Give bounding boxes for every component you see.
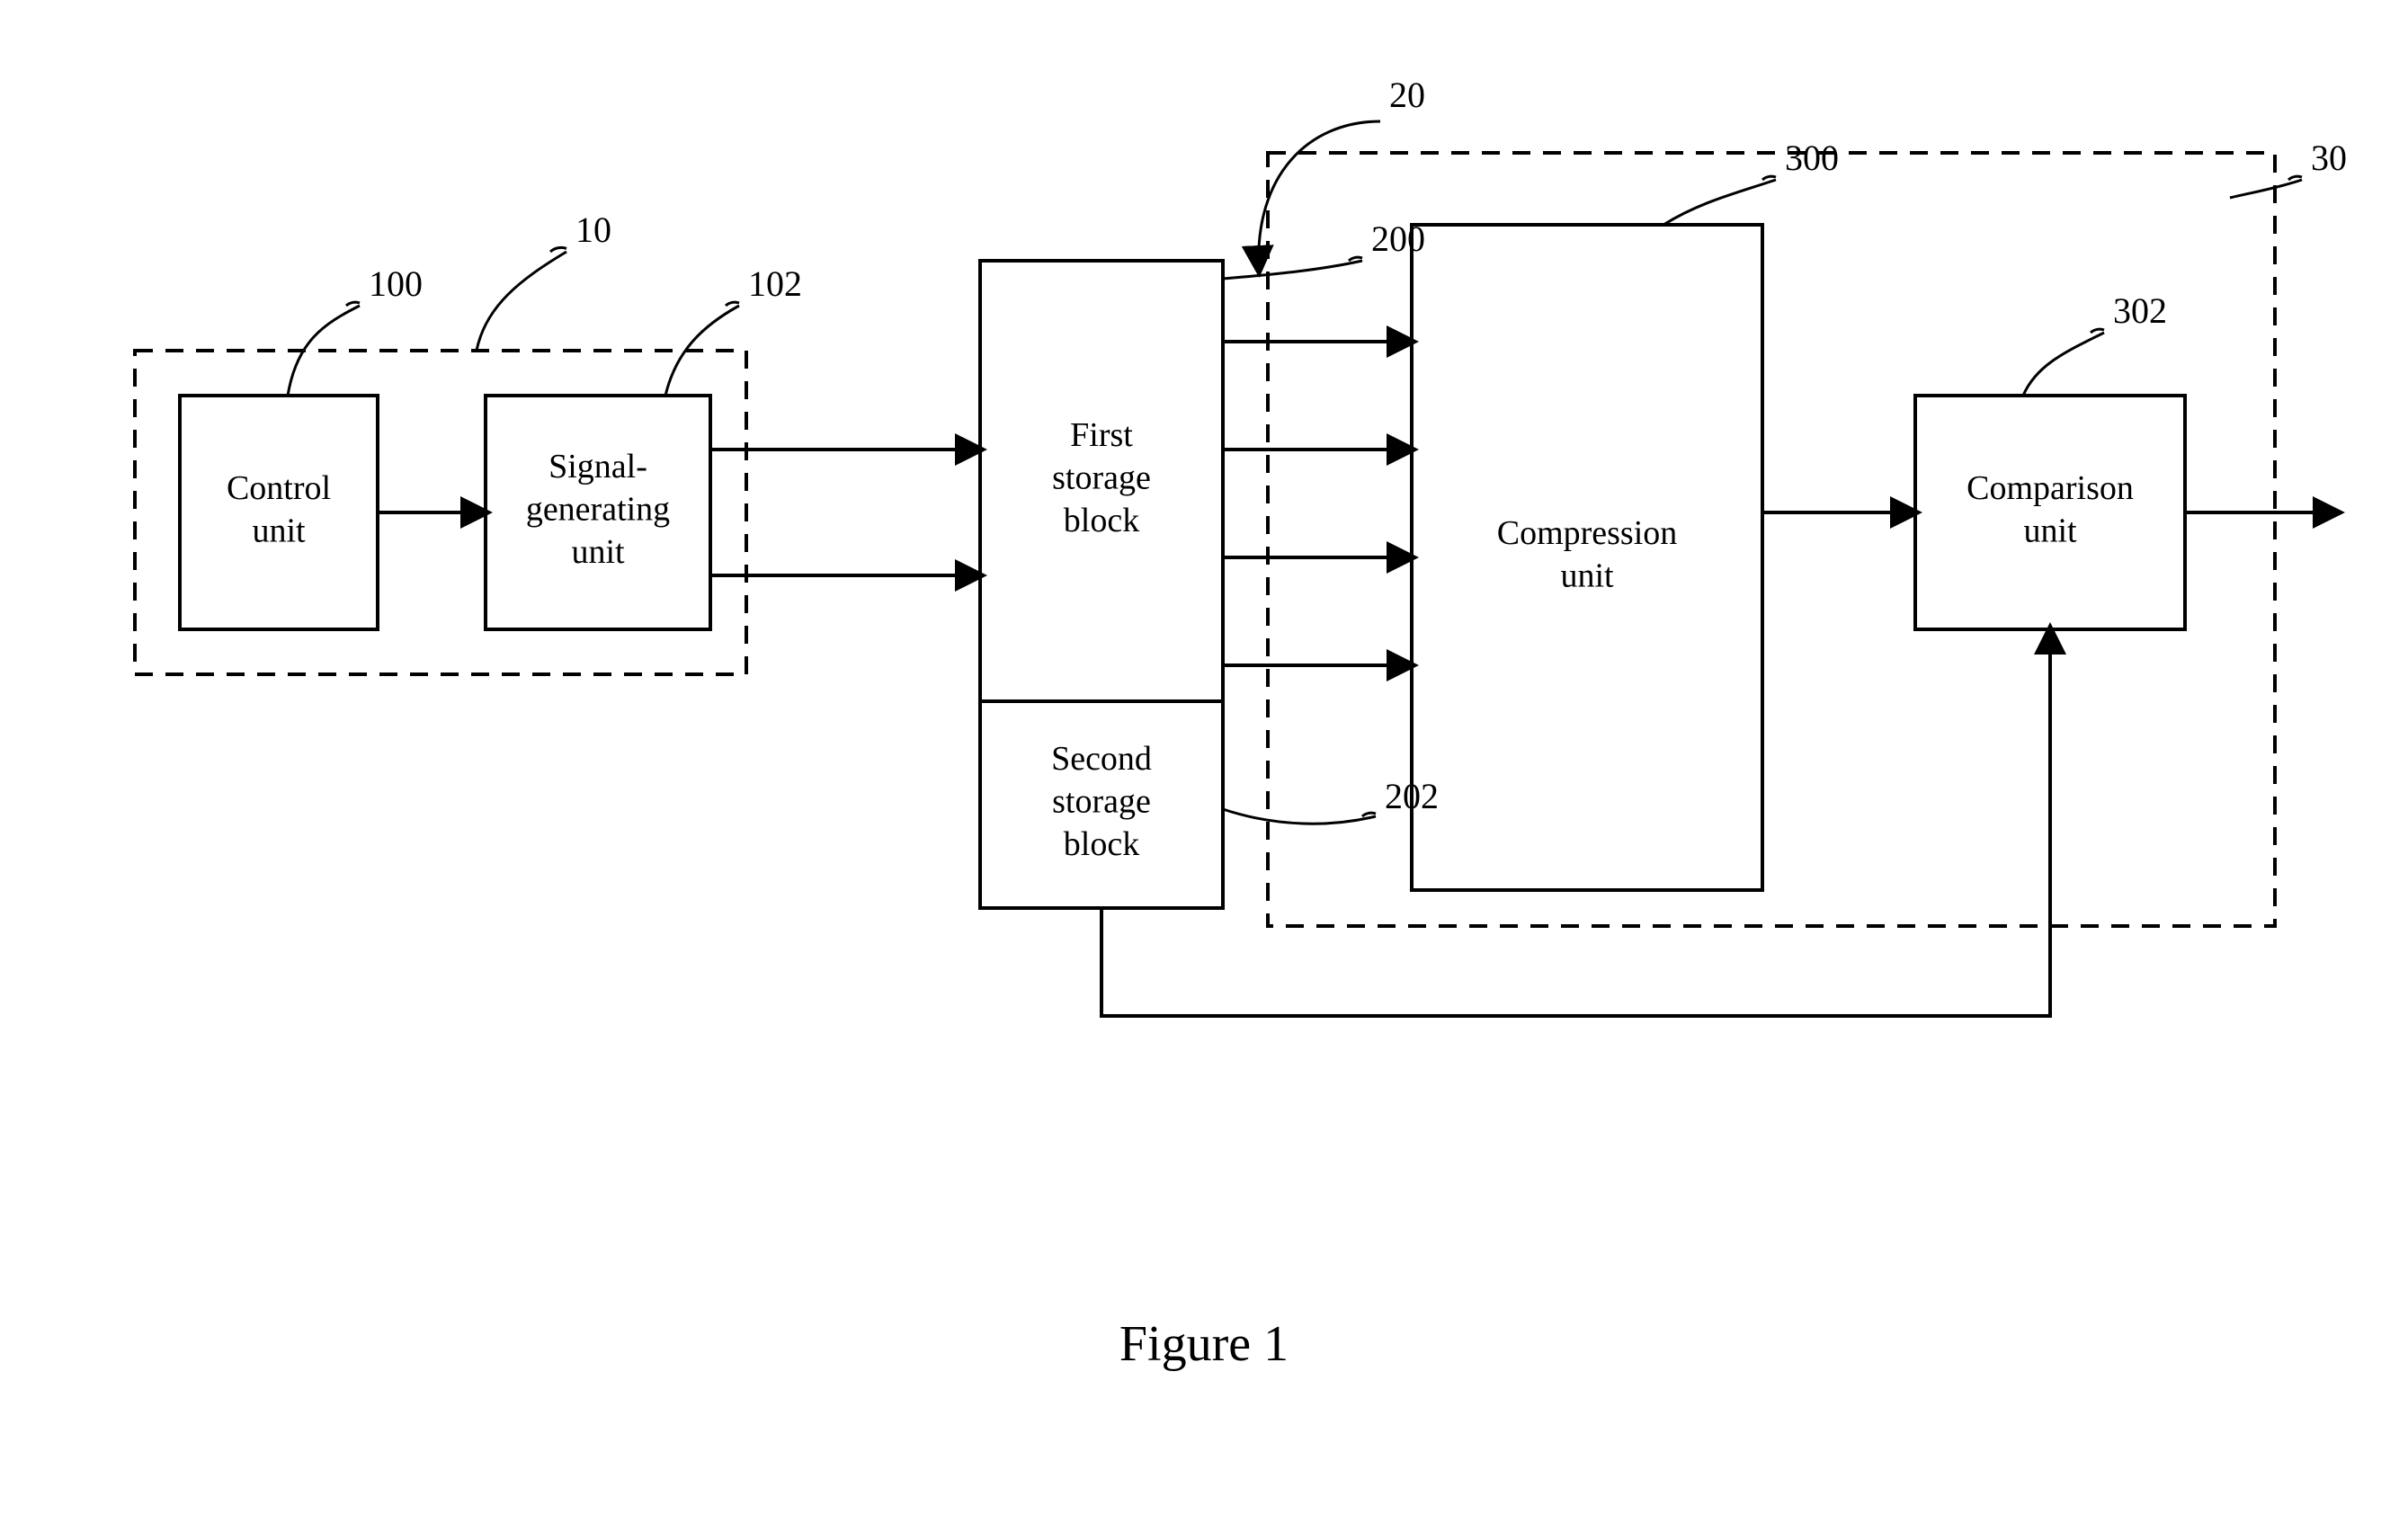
signal-unit: Signal-generating unit xyxy=(486,396,710,629)
ref-leader-200: 200 xyxy=(1223,218,1425,279)
control-unit-label-line-1: unit xyxy=(252,512,306,549)
figure-caption: Figure 1 xyxy=(1119,1316,1289,1372)
ref-leader-10: 10 xyxy=(477,209,611,351)
signal-unit-label-line-1: generating xyxy=(526,491,670,529)
block-diagram: Control unit Signal-generating unit First sto… xyxy=(0,0,2408,1523)
ref-leader-30: 30 xyxy=(2230,138,2347,198)
ref-label-202: 202 xyxy=(1385,776,1439,816)
ref-label-30: 30 xyxy=(2311,138,2347,178)
ref-label-200: 200 xyxy=(1371,218,1425,259)
compression-unit-label-line-0: Compression xyxy=(1497,514,1678,552)
second-storage-label-line-1: storage xyxy=(1052,783,1151,821)
ref-leader-302: 302 xyxy=(2023,290,2167,396)
first-storage-label-line-1: storage xyxy=(1052,459,1151,497)
signal-unit-label-line-0: Signal- xyxy=(548,448,647,485)
comparison-unit-label-line-0: Comparison xyxy=(1967,469,2134,507)
ref-label-10: 10 xyxy=(575,209,611,250)
comparison-unit: Comparison unit xyxy=(1915,396,2185,629)
ref-label-102: 102 xyxy=(748,263,802,304)
compression-unit: Compression unit xyxy=(1412,225,1762,890)
ref-label-300: 300 xyxy=(1785,138,1839,178)
ref-leader-300: 300 xyxy=(1663,138,1839,225)
ref-leader-202: 202 xyxy=(1223,776,1439,824)
second-storage-label-line-0: Second xyxy=(1051,740,1152,778)
ref-label-20: 20 xyxy=(1389,75,1425,115)
first-storage-label-line-2: block xyxy=(1064,502,1139,539)
signal-unit-label-line-2: unit xyxy=(571,533,625,571)
first-storage: First storage block xyxy=(980,261,1223,701)
ref-label-302: 302 xyxy=(2113,290,2167,331)
first-storage-label-line-0: First xyxy=(1070,416,1133,454)
ref-leader-102: 102 xyxy=(665,263,802,396)
control-unit-label-line-0: Control xyxy=(227,469,331,507)
second-storage: Second storage block xyxy=(980,701,1223,908)
compression-unit-label-line-1: unit xyxy=(1560,557,1614,594)
control-unit: Control unit xyxy=(180,396,378,629)
second-storage-label-line-2: block xyxy=(1064,825,1139,863)
ref-label-100: 100 xyxy=(369,263,423,304)
ref-leader-100: 100 xyxy=(288,263,423,396)
comparison-unit-label-line-1: unit xyxy=(2023,512,2077,549)
